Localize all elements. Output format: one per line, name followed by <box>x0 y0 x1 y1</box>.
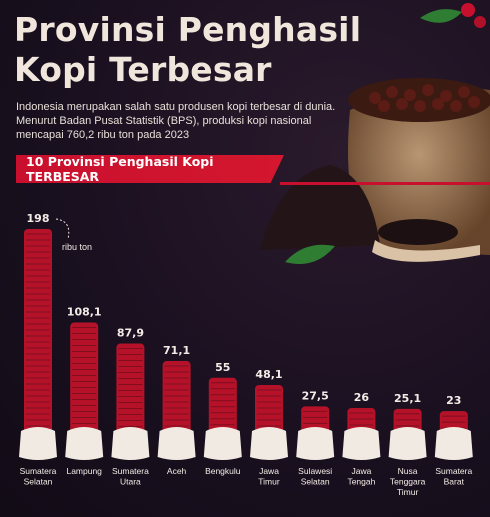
coffee-sack <box>203 427 242 460</box>
bar <box>70 322 99 435</box>
category-label-line: Nusa <box>398 466 418 476</box>
category-label: Jawa Timur <box>258 466 280 487</box>
category-label: Aceh <box>167 466 187 476</box>
category-label-line: Bengkulu <box>205 466 241 476</box>
page-title: Provinsi Penghasil Kopi Terbesar <box>14 10 361 90</box>
category-label-line: Lampung <box>66 466 102 476</box>
category-label: Jawa Tengah <box>347 466 375 487</box>
coffee-sack <box>19 427 57 460</box>
data-label: 23 <box>446 394 461 407</box>
category-label: Nusa Tenggara Timur <box>390 466 426 497</box>
category-label: Sumatera Utara <box>112 466 149 487</box>
category-label-line: Barat <box>444 477 465 487</box>
category-label-line: Tengah <box>347 477 375 487</box>
bar <box>116 343 145 435</box>
data-label: 198 <box>27 212 50 225</box>
data-label: 87,9 <box>117 327 144 340</box>
category-label: Bengkulu <box>205 466 241 476</box>
category-label-line: Utara <box>120 477 141 487</box>
category-label-line: Sumatera <box>435 466 472 476</box>
category-label-line: Jawa <box>259 466 279 476</box>
data-label: 26 <box>354 391 370 404</box>
chart-banner: 10 Provinsi Penghasil Kopi TERBESAR <box>16 155 284 183</box>
page-subtitle: Indonesia merupakan salah satu produsen … <box>16 101 336 141</box>
bar <box>24 229 52 435</box>
category-label-line: Sumatera <box>20 466 57 476</box>
banner-rule <box>280 182 490 185</box>
coffee-sack <box>342 427 381 460</box>
data-label: 108,1 <box>67 306 102 319</box>
data-label: 71,1 <box>163 344 190 357</box>
category-label-line: Tenggara <box>390 477 426 487</box>
bar <box>255 384 283 435</box>
data-label: 55 <box>215 361 230 374</box>
category-label: Sulawesi Selatan <box>298 466 332 487</box>
unit-note: ribu ton <box>62 242 92 252</box>
coffee-sack <box>434 427 473 460</box>
category-label-line: Sumatera <box>112 466 149 476</box>
category-label-line: Selatan <box>301 477 330 487</box>
category-label-line: Sulawesi <box>298 466 332 476</box>
category-label: Sumatera Selatan <box>20 466 57 487</box>
bar <box>162 361 191 435</box>
category-label: Sumatera Barat <box>435 466 472 487</box>
data-label: 27,5 <box>302 389 329 402</box>
category-label-line: Timur <box>258 477 280 487</box>
coffee-sack <box>111 427 150 460</box>
category-label-line: Jawa <box>351 466 371 476</box>
category-label-line: Selatan <box>24 477 53 487</box>
coffee-sack <box>157 427 196 460</box>
data-label: 48,1 <box>255 368 282 381</box>
category-label: Lampung <box>66 466 102 476</box>
coffee-sack <box>65 427 104 460</box>
coffee-sack <box>388 427 427 460</box>
coffee-sack <box>296 427 335 460</box>
coffee-sack <box>250 427 288 460</box>
data-label: 25,1 <box>394 392 421 405</box>
unit-note-pointer <box>55 218 70 240</box>
title-line-2: Kopi Terbesar <box>14 50 272 89</box>
category-label-line: Aceh <box>167 466 187 476</box>
category-label-line: Timur <box>397 487 419 497</box>
title-line-1: Provinsi Penghasil <box>14 10 362 49</box>
